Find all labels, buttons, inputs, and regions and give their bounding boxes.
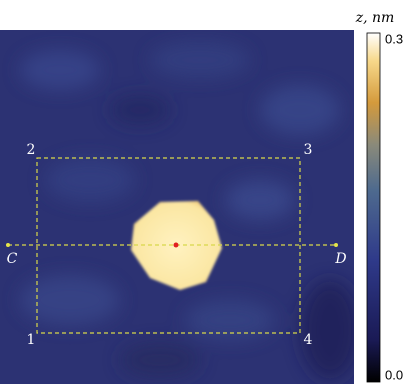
scan-frame (36, 157, 301, 334)
colorbar-tick: 0.3 (385, 31, 403, 46)
colorbar (366, 32, 381, 383)
line-label: C (7, 251, 18, 267)
colorbar-tick: 0.0 (385, 367, 403, 382)
scan-image (0, 30, 354, 384)
line-end (334, 243, 338, 247)
center-dot (173, 242, 179, 248)
line-end (6, 243, 10, 247)
corner-label: 3 (304, 142, 313, 158)
corner-label: 4 (304, 332, 313, 348)
corner-label: 2 (27, 142, 36, 158)
line-label: D (334, 251, 346, 267)
colorbar-label: z, nm (355, 10, 395, 26)
corner-label: 1 (27, 332, 36, 348)
